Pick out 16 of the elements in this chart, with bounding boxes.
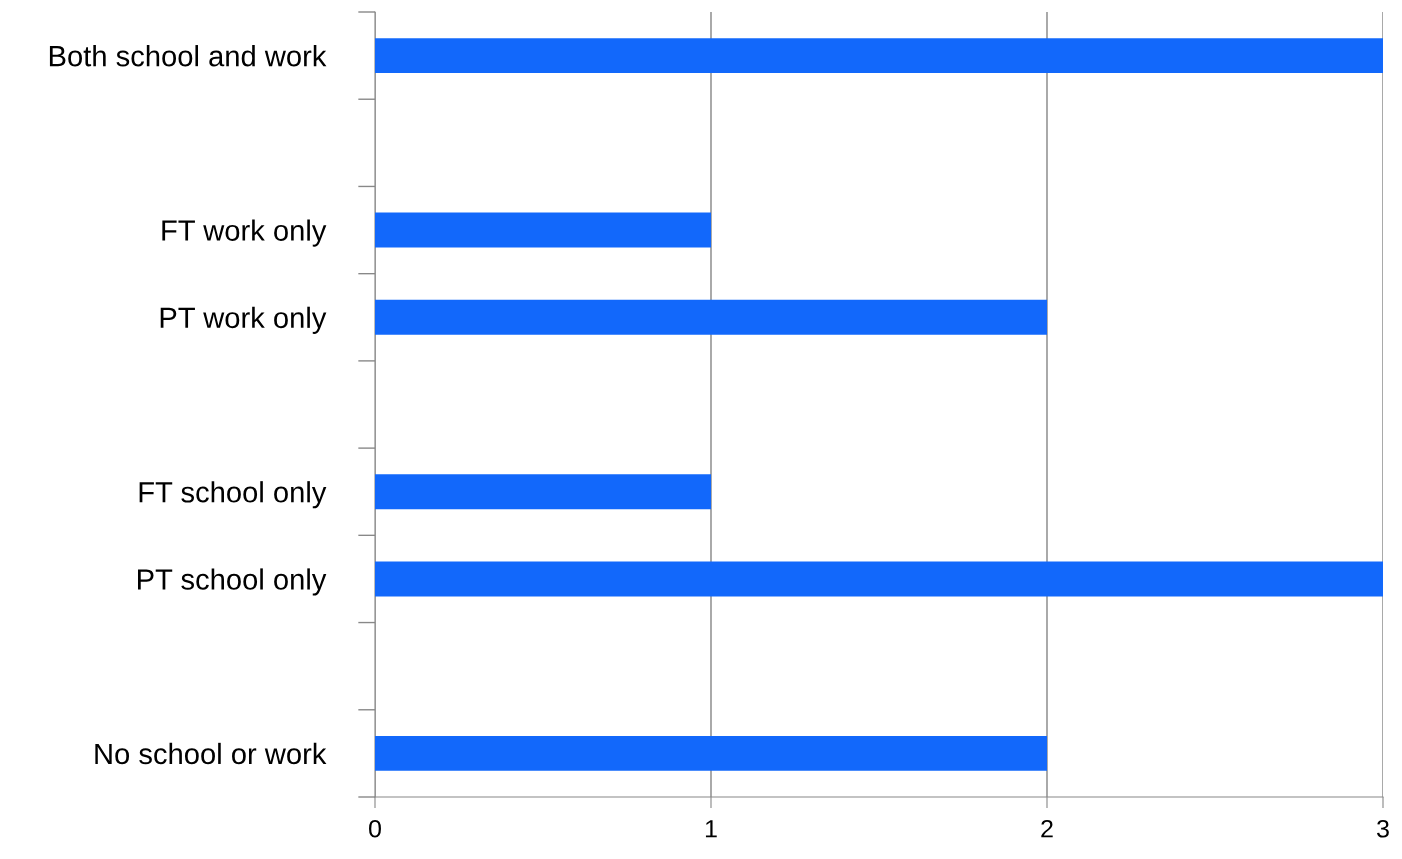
bar	[375, 735, 1047, 771]
x-tick-label: 2	[1041, 819, 1053, 838]
y-tick-label: FT work only	[162, 219, 327, 247]
y-tick-label: FT school only	[139, 481, 327, 509]
y-tick-label: Both school and work	[49, 45, 327, 67]
y-tick-label: PT work only	[160, 306, 327, 334]
x-tick-label: 3	[1377, 819, 1389, 838]
bar	[375, 474, 711, 510]
y-tick-label: No school or work	[95, 742, 327, 765]
x-tick-label: 1	[705, 820, 717, 838]
bar	[375, 38, 1383, 74]
bar	[375, 561, 1383, 597]
bar	[375, 299, 1047, 335]
x-tick-label: 0	[369, 819, 381, 838]
y-tick-label: PT school only	[138, 568, 327, 596]
bar	[375, 212, 711, 248]
